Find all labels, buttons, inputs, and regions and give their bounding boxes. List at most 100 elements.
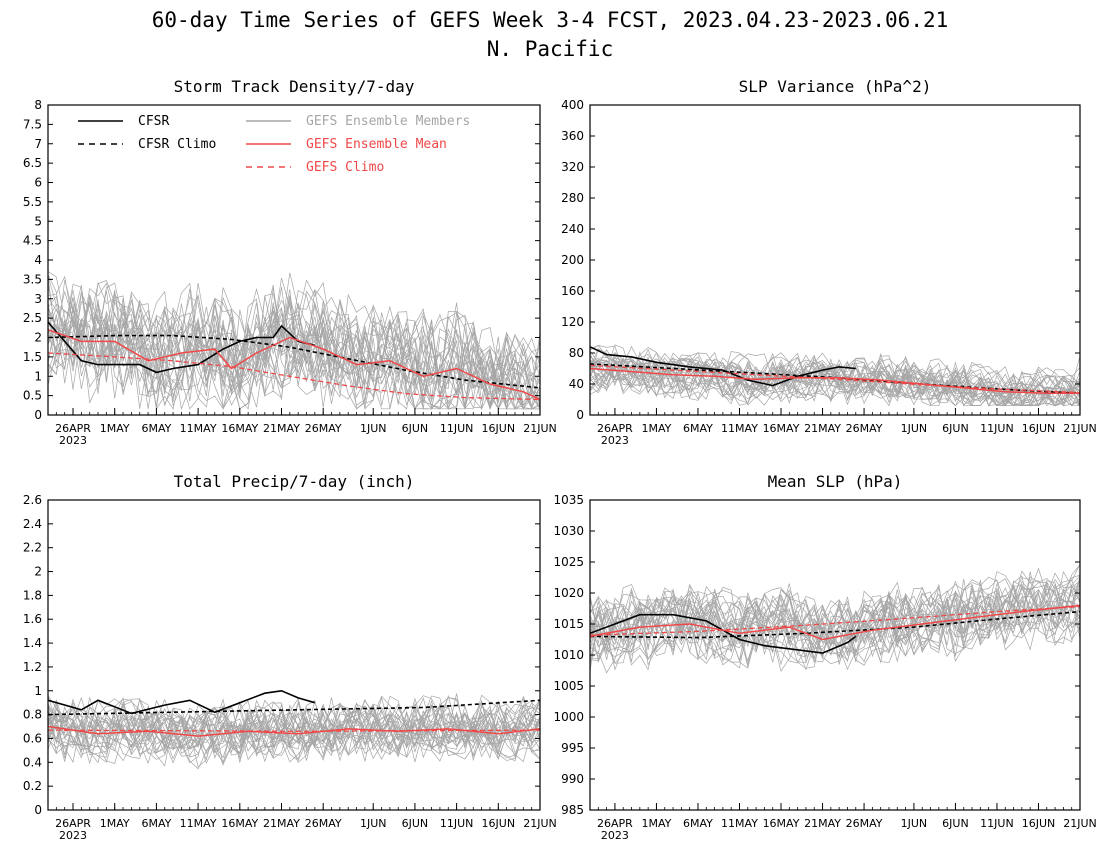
series-cfsr xyxy=(590,346,856,387)
x-tick-label: 6JUN xyxy=(942,422,969,435)
figure-title: 60-day Time Series of GEFS Week 3-4 FCST… xyxy=(152,8,949,32)
x-tick-label: 11JUN xyxy=(440,422,474,435)
ensemble-members xyxy=(48,271,540,411)
x-tick-label: 1JUN xyxy=(901,422,928,435)
x-tick-label: 1JUN xyxy=(360,817,387,830)
ensemble-member-line xyxy=(590,367,1080,407)
y-axis: 0 0.5 1 1.5 2 2.5 3 3.5 4 4.5 5 5.5 6 6.5 7 7.5 8 xyxy=(23,98,540,422)
legend-label-cfsr: CFSR xyxy=(138,114,169,129)
y-tick-label: 0 xyxy=(34,803,42,817)
x-tick-label: 16MAY xyxy=(763,422,800,435)
ensemble-member-line xyxy=(48,716,540,768)
x-tick-label: 11MAY xyxy=(721,817,758,830)
ensemble-member-line xyxy=(48,275,540,386)
x-tick-label: 16MAY xyxy=(763,817,800,830)
x-year-label: 2023 xyxy=(59,434,87,447)
x-tick-label: 21JUN xyxy=(1063,817,1097,830)
x-tick-label: 21MAY xyxy=(804,422,841,435)
ensemble-member-line xyxy=(48,715,540,765)
y-tick-label: 0.4 xyxy=(23,755,42,769)
legend-label-ens-mean: GEFS Ensemble Mean xyxy=(306,137,447,152)
y-tick-label: 1035 xyxy=(553,493,584,507)
x-tick-label: 26MAY xyxy=(305,422,342,435)
x-tick-label: 16JUN xyxy=(1022,422,1056,435)
x-tick-label: 11MAY xyxy=(721,422,758,435)
ensemble-members xyxy=(590,563,1080,674)
series-cfsr xyxy=(48,689,316,715)
plot-area xyxy=(48,689,540,770)
y-tick-label: 1.4 xyxy=(23,636,42,650)
y-tick-label: 0 xyxy=(34,408,42,422)
x-year-label: 2023 xyxy=(601,829,629,842)
y-tick-label: 3 xyxy=(34,292,42,306)
ensemble-member-line xyxy=(48,275,540,389)
y-tick-label: 160 xyxy=(561,284,584,298)
x-tick-label: 6JUN xyxy=(402,817,429,830)
x-tick-label: 21JUN xyxy=(523,422,557,435)
y-tick-label: 400 xyxy=(561,98,584,112)
panel-title: Total Precip/7-day (inch) xyxy=(174,472,415,491)
x-axis: 26APR 1MAY 6MAY 11MAY 16MAY 21MAY 26MAY 1JUN 6JU… xyxy=(47,408,557,447)
y-tick-label: 1025 xyxy=(553,555,584,569)
y-tick-label: 4.5 xyxy=(23,234,42,248)
ensemble-member-line xyxy=(590,588,1080,662)
ensemble-members xyxy=(590,344,1080,407)
x-tick-label: 16JUN xyxy=(482,422,516,435)
x-tick-label: 21JUN xyxy=(1063,422,1097,435)
x-tick-label: 1MAY xyxy=(100,817,130,830)
ensemble-member-line xyxy=(590,579,1080,641)
plot-area xyxy=(48,271,540,411)
x-axis: 26APR 1MAY 6MAY 11MAY 16MAY 21MAY 26MAY 1JUN 6JU… xyxy=(589,803,1097,842)
x-year-label: 2023 xyxy=(601,434,629,447)
x-tick-label: 21JUN xyxy=(523,817,557,830)
y-tick-label: 200 xyxy=(561,253,584,267)
x-tick-label: 6MAY xyxy=(141,422,171,435)
y-tick-label: 2 xyxy=(34,565,42,579)
x-tick-label: 1MAY xyxy=(641,817,671,830)
legend-label-members: GEFS Ensemble Members xyxy=(306,114,470,129)
y-tick-label: 1 xyxy=(34,684,42,698)
y-tick-label: 1.6 xyxy=(23,612,42,626)
y-axis: 985 990 995 1000 1005 1010 1015 1020 1025 1030 103… xyxy=(553,493,1080,817)
y-tick-label: 1030 xyxy=(553,524,584,538)
ensemble-member-line xyxy=(48,314,540,411)
ensemble-members xyxy=(48,693,540,770)
y-tick-label: 1015 xyxy=(553,617,584,631)
x-tick-label: 26MAY xyxy=(846,422,883,435)
y-tick-label: 2.2 xyxy=(23,541,42,555)
ensemble-member-line xyxy=(590,365,1080,407)
y-tick-label: 0 xyxy=(576,408,584,422)
series-cfsr xyxy=(48,321,315,374)
y-tick-label: 3.5 xyxy=(23,272,42,286)
y-tick-label: 7 xyxy=(34,137,42,151)
series-gefs-climo xyxy=(48,729,540,732)
chart-panels: Storm Track Density/7-day 0 0.5 1 1.5 2 2.5 3 3.… xyxy=(23,77,1097,842)
panel-title: Mean SLP (hPa) xyxy=(768,472,903,491)
y-tick-label: 2.6 xyxy=(23,493,42,507)
y-tick-label: 320 xyxy=(561,160,584,174)
ensemble-member-line xyxy=(590,347,1080,401)
series-cfsr-climo xyxy=(48,699,540,716)
ensemble-member-line xyxy=(48,308,540,410)
y-tick-label: 80 xyxy=(569,346,584,360)
ensemble-member-line xyxy=(590,570,1080,642)
ensemble-member-line xyxy=(590,358,1080,407)
y-axis: 0 0.2 0.4 0.6 0.8 1 1.2 1.4 1.6 1.8 2 2.2 2.4 2.6 xyxy=(23,493,540,817)
x-tick-label: 16MAY xyxy=(221,422,258,435)
plot-frame xyxy=(47,499,541,811)
figure-subtitle: N. Pacific xyxy=(487,37,613,61)
x-tick-label: 16JUN xyxy=(1022,817,1056,830)
y-tick-label: 240 xyxy=(561,222,584,236)
y-tick-label: 1020 xyxy=(553,586,584,600)
y-tick-label: 8 xyxy=(34,98,42,112)
y-axis: 0 40 80 120 160 200 240 280 320 360 400 xyxy=(561,98,1080,422)
x-tick-label: 1JUN xyxy=(360,422,387,435)
ensemble-member-line xyxy=(48,704,540,755)
y-tick-label: 0.2 xyxy=(23,779,42,793)
x-tick-label: 26MAY xyxy=(305,817,342,830)
ensemble-member-line xyxy=(48,705,540,755)
x-tick-label: 21MAY xyxy=(263,817,300,830)
ensemble-member-line xyxy=(48,312,540,410)
x-tick-label: 26MAY xyxy=(846,817,883,830)
